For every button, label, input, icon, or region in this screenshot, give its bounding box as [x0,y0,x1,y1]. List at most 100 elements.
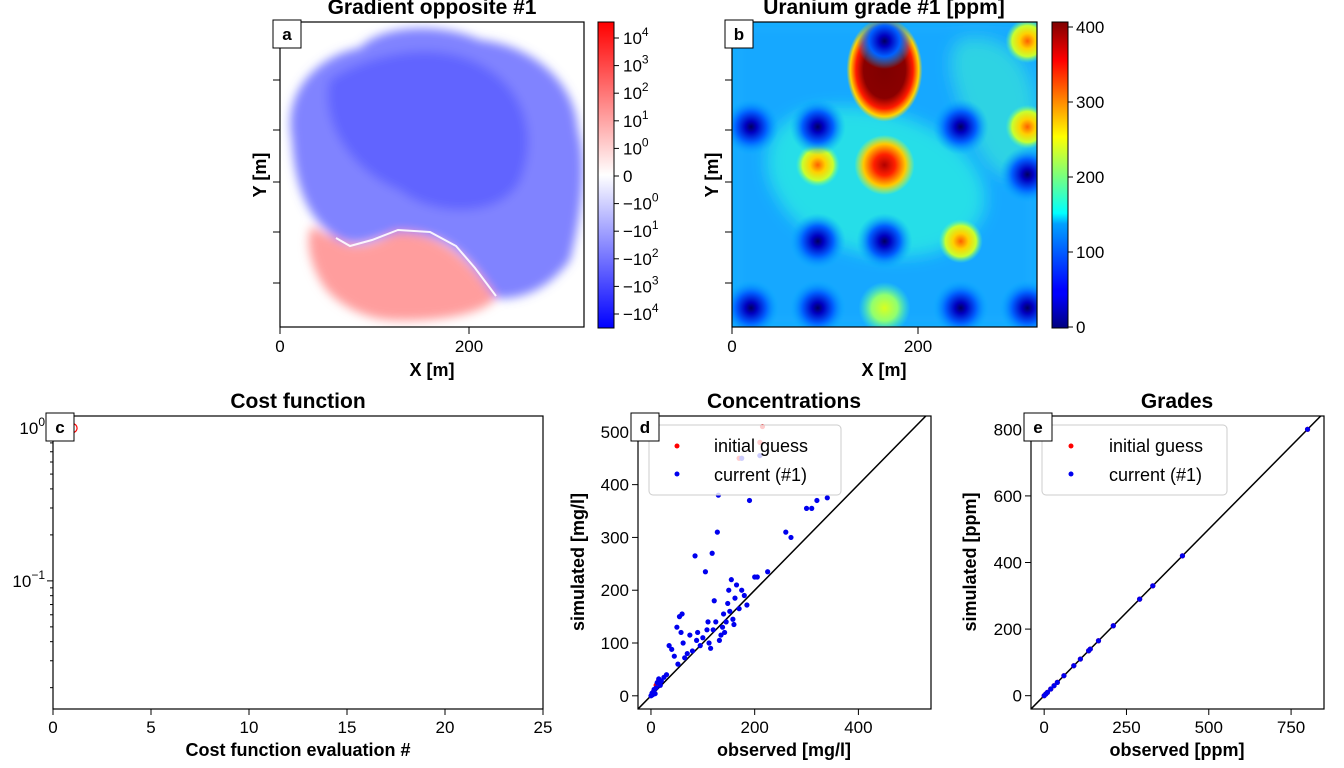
panel-b-hotspot [854,134,915,195]
panel-d-current-point [708,645,714,651]
panel-b-colorbar-tick-label: 0 [1076,318,1085,337]
panel-b-title: Uranium grade #1 [ppm] [763,0,1005,19]
panel-b-letter: b [734,25,744,44]
panel-b-hotspot [789,98,846,155]
panel-d-xtick-label: 400 [844,718,872,737]
panel-e-current-point [1137,596,1143,602]
panel-b-colorbar-tick-label: 200 [1076,168,1104,187]
panel-e-title: Grades [1141,390,1213,413]
panel-e-current-point [1095,638,1102,644]
panel-d-current-point [700,635,706,641]
panel-d-current-point [754,574,760,580]
panel-b-hotspot [1005,22,1037,64]
panel-d-current-point [746,497,753,504]
panel-d-current-point [736,606,742,612]
panel-d-current-point [705,619,711,625]
panel-d-current-point [814,497,820,504]
panel-e-ytick-label: 600 [994,487,1022,506]
panel-d-current-point [803,505,810,511]
panel-a-heatmap [280,22,584,327]
panel-b-frame [731,21,1038,328]
panel-e-letter-box [1023,412,1053,442]
panel-a-xlabel: X [m] [410,360,455,380]
panel-a-colorbar-tick-label: 0 [623,167,632,186]
panel-c-ytick-label: 10−1 [12,568,45,591]
panel-d-current-point [722,629,728,636]
panel-d-legend-initial: initial guess [714,436,808,456]
panel-e-current-point [1179,553,1186,559]
panel-e-legend-box [1041,424,1228,496]
panel-e-xtick-label: 0 [1039,718,1048,737]
panel-b-hotspot [795,142,840,187]
panel-a-colorbar-tick-label: 104 [623,25,649,48]
panel-b-yticks [725,21,732,284]
panel-e-xtick-label: 750 [1277,718,1305,737]
panel-d-current-point [783,529,789,535]
panel-d-current-point [658,678,664,684]
panel-e-legend-initial: initial guess [1109,436,1203,456]
panel-d-yticks: 0 100 200 300 400 500 [601,423,638,706]
panel-d-ytick-label: 0 [620,687,629,706]
panel-c-xlabel: Cost function evaluation # [185,740,410,760]
panel-d-one-to-one-line [638,416,927,709]
panel-e-current-point [1071,663,1077,669]
panel-b-hotspot [938,219,983,264]
panel-d-current-point [697,643,703,649]
panel-d-current-point [653,685,659,691]
panel-a-colorbar-tick-label: 100 [623,135,649,158]
panel-d-current-point [657,682,663,688]
panel-d-current-point [718,632,724,638]
panel-d-letter-box [630,412,660,442]
panel-d-current-point [674,624,680,630]
panel-d-current-point [720,611,727,617]
panel-e-letter: e [1033,418,1042,437]
panel-a-xtick-0: 0 [275,337,284,356]
panel-b-hotspot [856,22,913,70]
panel-d-current-point [704,627,710,633]
panel-d-current-point [788,534,794,541]
panel-b-colorbar-tick-label: 100 [1076,243,1104,262]
panel-b-colorbar-ticks: 400 300 200 100 0 [1068,18,1104,337]
panel-d-current-point [687,632,693,638]
panel-d-current-point [679,611,685,617]
panel-e-yticks: 0 200 400 600 800 [994,420,1031,706]
panel-e-current-point [1051,683,1057,689]
panel-a-colorbar-tick-label: 102 [623,80,649,103]
panel-d-current-point [809,505,815,511]
panel-a-colorbar-ticks: 104 103 102 101 100 0 −100 −101 −102 −103 −104 [614,25,659,324]
panel-e-legend: initial guess current (#1) [1041,424,1228,496]
panel-d-ylabel: simulated [mg/l] [568,493,588,631]
panel-c-letter-box [45,412,75,442]
panel-d-current-point [702,569,709,575]
panel-b-ylabel: Y [m] [702,153,722,198]
panel-d-current-point [725,600,731,607]
panel-d-ytick-label: 300 [601,528,629,547]
panel-b-hotspot [858,281,911,327]
panel-d-legend-current: current (#1) [714,465,807,485]
panel-a-colorbar-tick-label: −103 [623,273,659,296]
panel-d-current-point [728,577,734,583]
panel-d-current-point [680,640,686,646]
panel-e-current-point [1110,623,1116,629]
panel-d-current-point [652,691,658,697]
panel-d-ytick-label: 200 [601,581,629,600]
panel-a-yticks [273,21,280,284]
panel-e-xticks: 0 250 500 750 [1039,709,1305,737]
panel-c-frame [52,415,544,710]
panel-d-current-point [669,646,675,652]
panel-d-current-point [723,619,729,625]
panel-d-current-point [692,553,698,559]
panel-b-colorbar-tick-label: 300 [1076,93,1104,112]
panel-d-letter: d [640,418,650,437]
panel-d-current-point [666,643,672,649]
panel-d-current-point [678,629,684,636]
panel-a-colorbar-tick-label: −100 [623,191,659,214]
panel-c-ytick-label: 100 [19,415,45,438]
panel-a-colorbar [597,21,615,329]
panel-d-current-point [730,616,736,622]
panel-d-current-point [824,495,830,501]
panel-d-current-point [731,621,737,628]
panel-d-current-point [706,640,712,646]
panel-b-hotspot [932,279,989,327]
